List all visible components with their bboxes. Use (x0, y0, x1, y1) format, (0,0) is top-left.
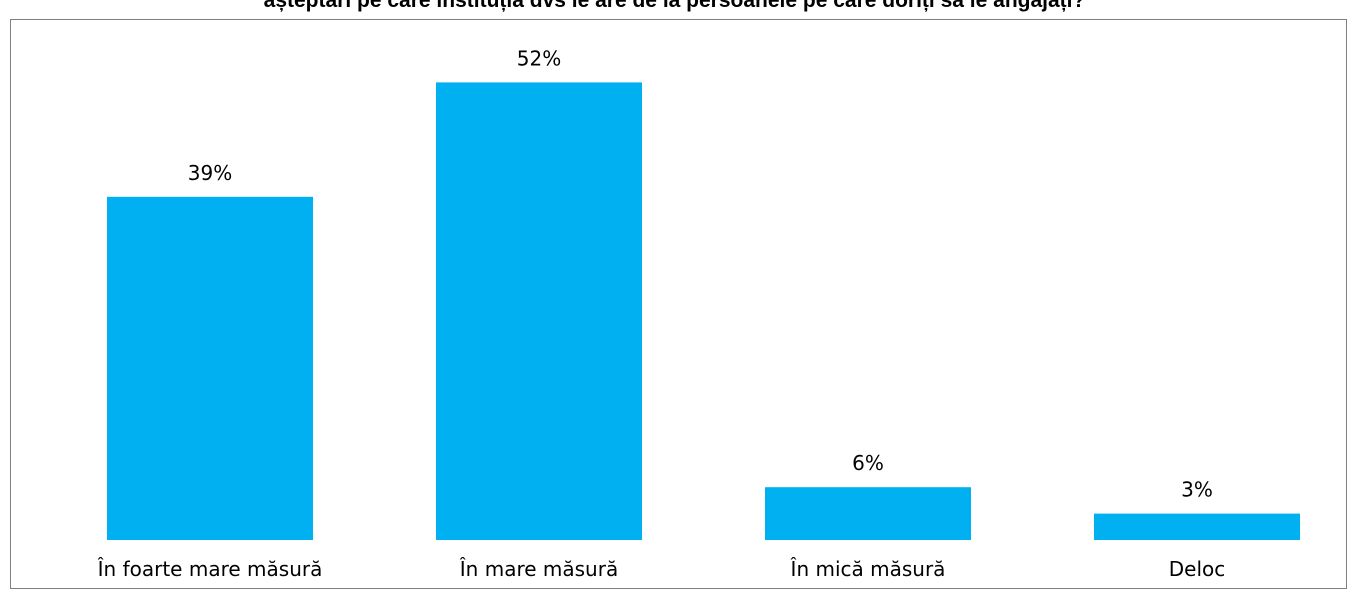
category-label: În foarte mare măsură (97, 557, 323, 581)
bar (1094, 513, 1300, 540)
bar-value-label: 39% (188, 161, 232, 185)
chart-title: așteptări pe care instituția dvs le are … (263, 0, 1086, 12)
bar-value-label: 52% (517, 46, 561, 70)
category-label: În mare măsură (459, 557, 618, 581)
bar-value-label: 6% (852, 451, 884, 475)
bar (765, 487, 971, 540)
category-label: În mică măsură (790, 557, 946, 581)
category-label: Deloc (1169, 557, 1226, 581)
bar (436, 82, 642, 541)
bar-value-label: 3% (1181, 478, 1213, 502)
bar (107, 196, 313, 541)
